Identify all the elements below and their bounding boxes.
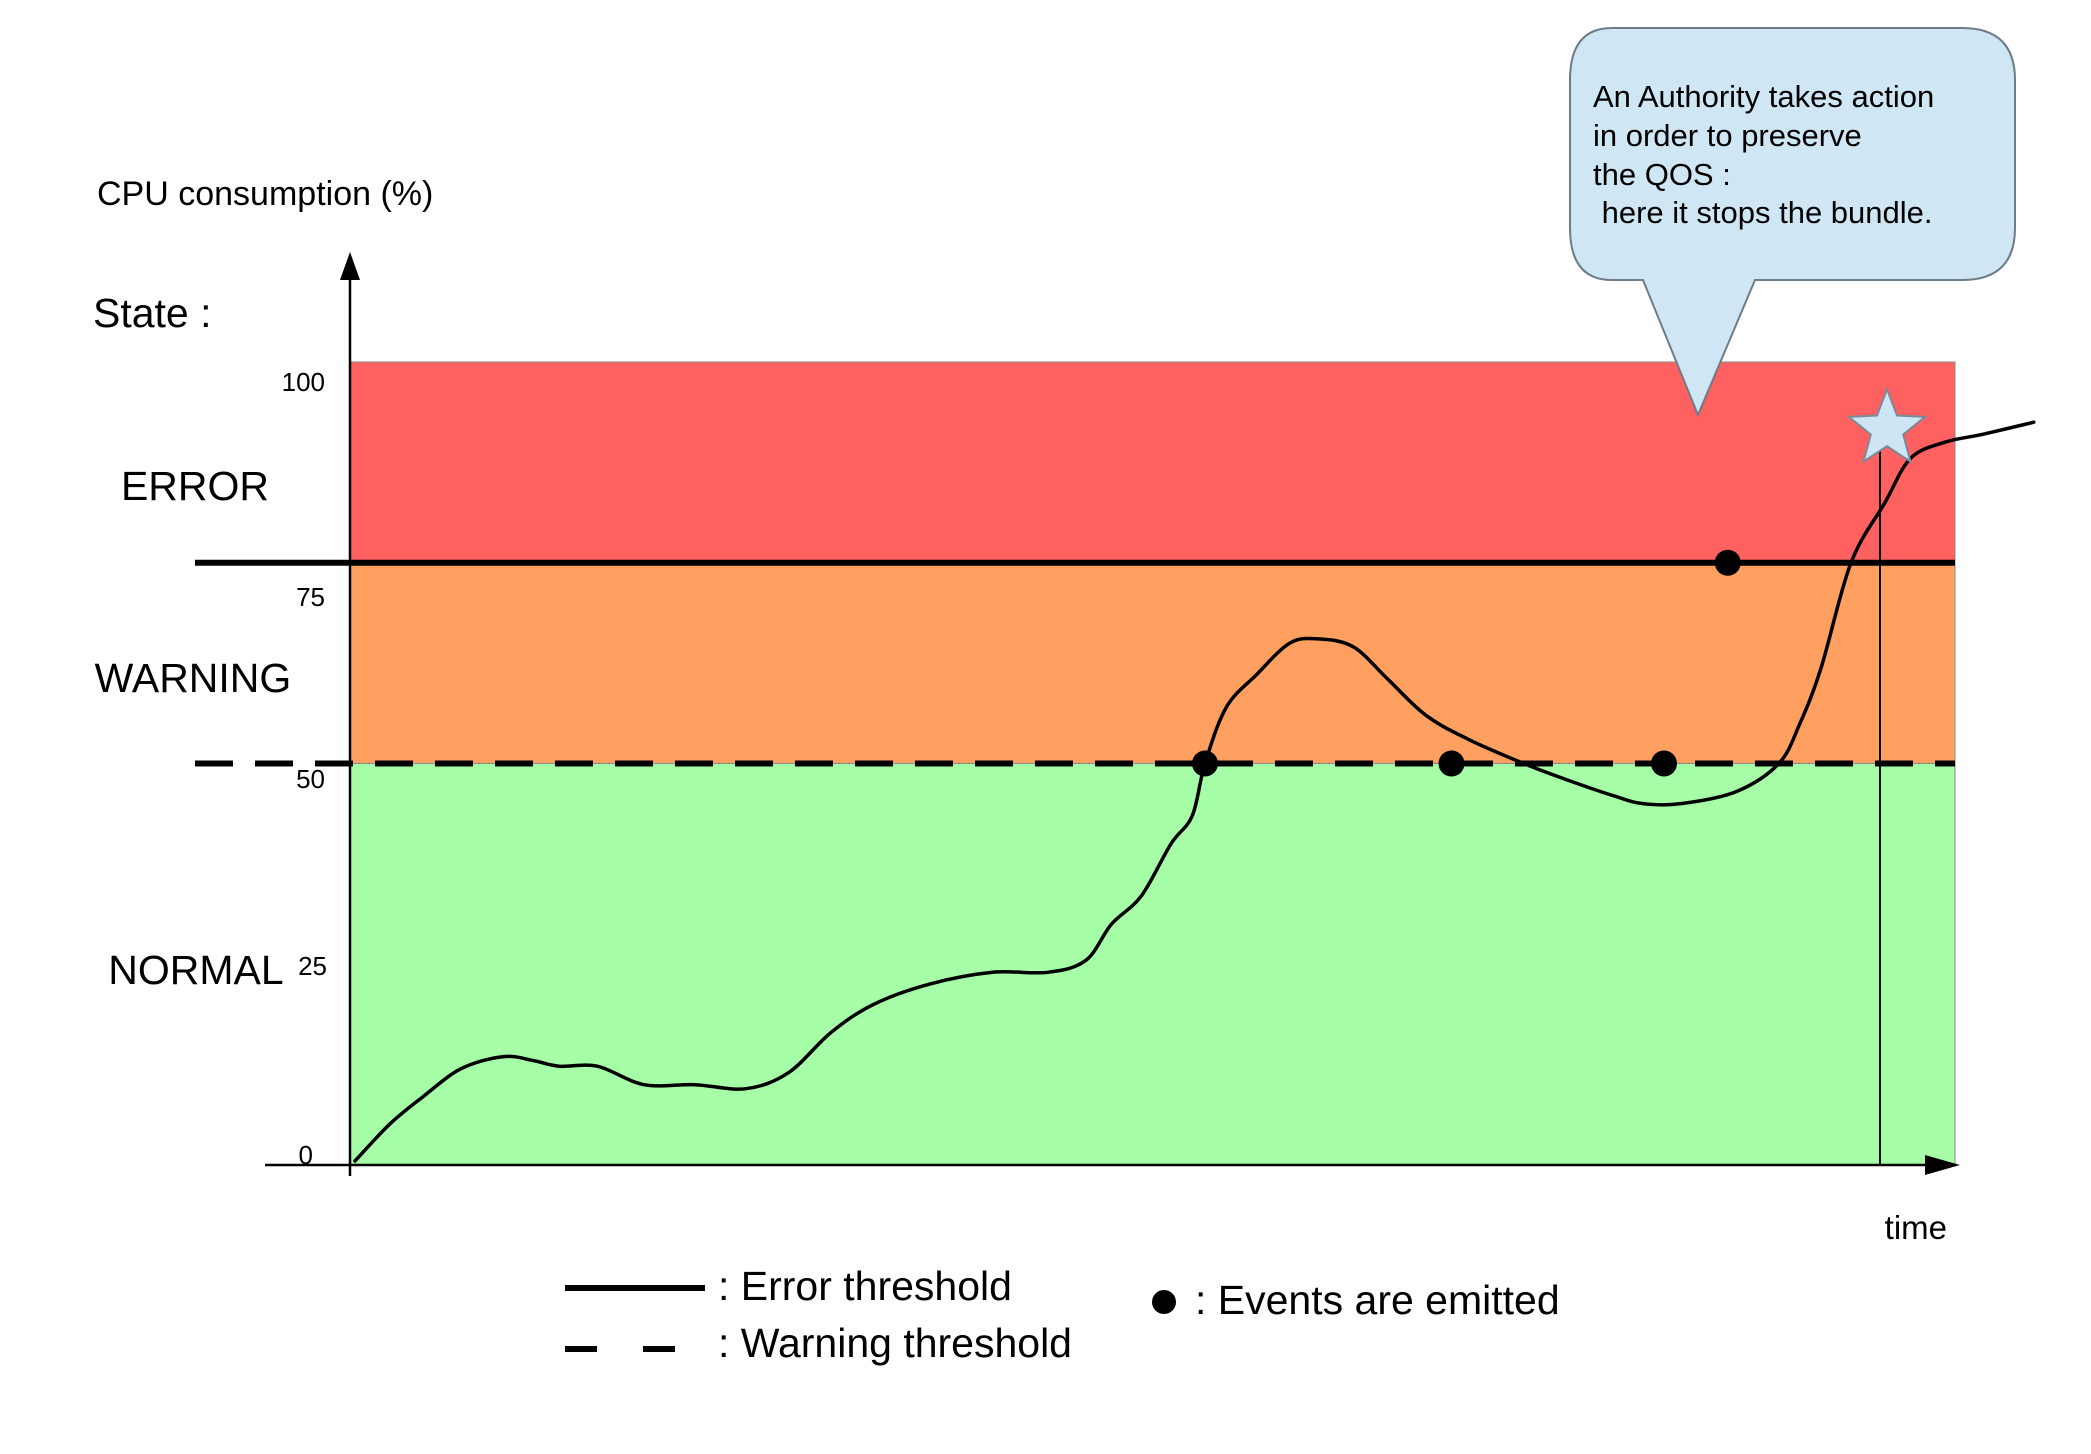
state-band-warning [349, 562, 1956, 764]
legend: : Error threshold : Warning threshold : … [565, 1263, 1560, 1366]
callout-line-1: An Authority takes action [1593, 79, 1934, 114]
state-normal-label: NORMAL [108, 947, 283, 993]
legend-warning-label: : Warning threshold [718, 1320, 1072, 1366]
authority-callout: An Authority takes action in order to pr… [1569, 27, 2016, 418]
y-tick-50: 50 [296, 764, 325, 794]
state-label: State : [93, 290, 212, 336]
callout-line-2: in order to preserve [1593, 118, 1862, 153]
event-markers [1192, 549, 1741, 777]
event-dot-2 [1438, 750, 1465, 777]
x-axis-label: time [1885, 1209, 1947, 1246]
y-axis-arrow [340, 252, 360, 280]
callout-line-3: the QOS : [1593, 157, 1731, 192]
legend-event-dot [1152, 1290, 1176, 1314]
state-bands [349, 361, 1956, 1166]
callout-bubble [1569, 27, 2016, 418]
event-dot-3 [1651, 750, 1677, 777]
y-tick-100: 100 [282, 367, 325, 397]
y-tick-25: 25 [298, 951, 327, 981]
event-dot-4 [1714, 549, 1741, 576]
state-band-error [349, 361, 1956, 564]
event-dot-1 [1192, 750, 1218, 777]
y-tick-75: 75 [296, 582, 325, 612]
axes [265, 252, 1960, 1176]
y-axis-label: CPU consumption (%) [97, 175, 433, 213]
legend-error-label: : Error threshold [718, 1263, 1012, 1309]
y-tick-0: 0 [299, 1140, 313, 1170]
star-icon [1846, 386, 1928, 464]
legend-events-label: : Events are emitted [1195, 1277, 1560, 1323]
state-band-normal [349, 763, 1956, 1166]
x-axis-arrow [1925, 1155, 1960, 1175]
cpu-consumption-curve [353, 420, 2036, 1163]
callout-line-4: here it stops the bundle. [1593, 195, 1933, 230]
state-warning-label: WARNING [95, 655, 292, 701]
state-error-label: ERROR [121, 463, 269, 509]
